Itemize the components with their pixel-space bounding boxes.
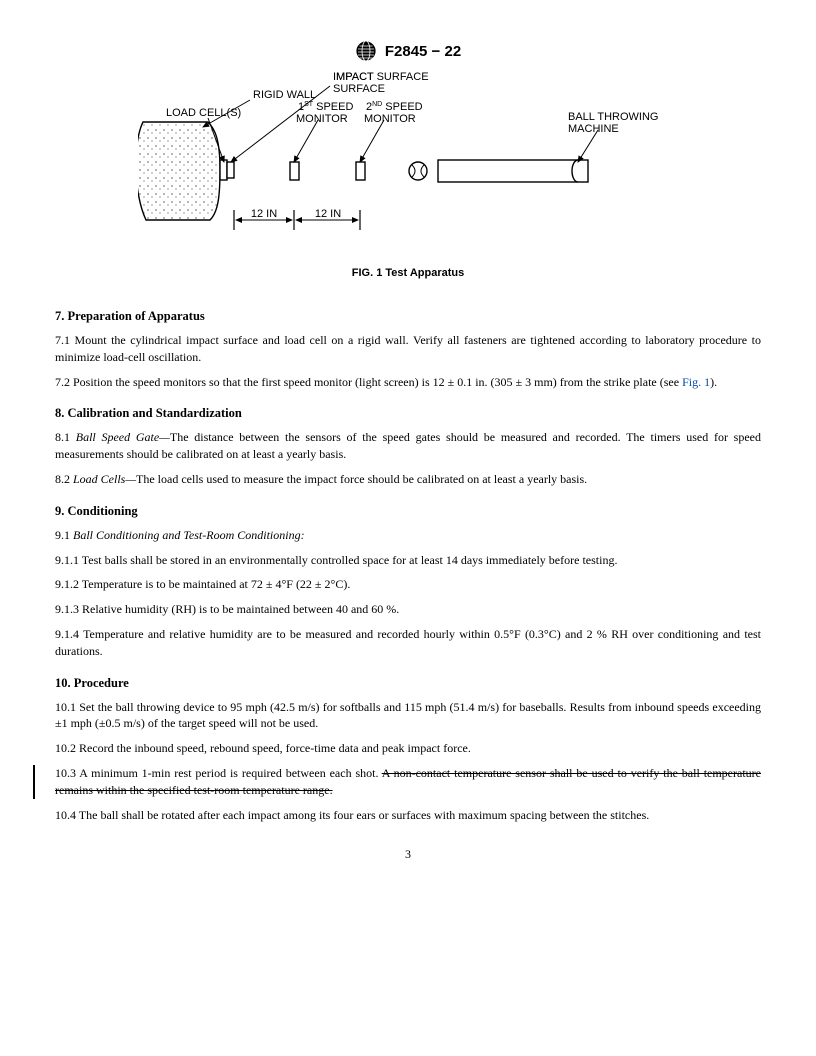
svg-text:SURFACE: SURFACE	[333, 83, 385, 95]
para-10-2: 10.2 Record the inbound speed, rebound s…	[55, 740, 761, 757]
para-10-3: 10.3 A minimum 1-min rest period is requ…	[55, 765, 761, 799]
astm-logo-icon	[355, 40, 377, 62]
page-header: F2845 − 22	[55, 40, 761, 62]
para-8-1: 8.1 Ball Speed Gate—The distance between…	[55, 429, 761, 463]
para-9-1: 9.1 Ball Conditioning and Test-Room Cond…	[55, 527, 761, 544]
test-apparatus-svg: 12 IN 12 IN RIGID WALL LOAD CELL(S) IMPA…	[138, 72, 678, 257]
para-9-1-3: 9.1.3 Relative humidity (RH) is to be ma…	[55, 601, 761, 618]
figure-caption: FIG. 1 Test Apparatus	[55, 267, 761, 279]
svg-text:MACHINE: MACHINE	[568, 123, 619, 135]
dim-12-a: 12 IN	[251, 208, 277, 220]
figure-1: 12 IN 12 IN RIGID WALL LOAD CELL(S) IMPA…	[55, 72, 761, 279]
heading-8: 8. Calibration and Standardization	[55, 406, 761, 421]
para-9-1-1: 9.1.1 Test balls shall be stored in an e…	[55, 552, 761, 569]
page-number: 3	[55, 847, 761, 862]
svg-text:MONITOR: MONITOR	[364, 113, 416, 125]
svg-text:2ND SPEED: 2ND SPEED	[366, 101, 423, 113]
svg-text:1ST SPEED: 1ST SPEED	[298, 101, 353, 113]
heading-10: 10. Procedure	[55, 676, 761, 691]
svg-text:IMPACT: IMPACT	[333, 72, 374, 83]
para-7-2: 7.2 Position the speed monitors so that …	[55, 374, 761, 391]
svg-text:MONITOR: MONITOR	[296, 113, 348, 125]
para-9-1-2: 9.1.2 Temperature is to be maintained at…	[55, 576, 761, 593]
label-rigid-wall: RIGID WALL	[253, 89, 316, 101]
para-10-4: 10.4 The ball shall be rotated after eac…	[55, 807, 761, 824]
para-9-1-4: 9.1.4 Temperature and relative humidity …	[55, 626, 761, 660]
heading-9: 9. Conditioning	[55, 504, 761, 519]
dim-12-b: 12 IN	[315, 208, 341, 220]
heading-7: 7. Preparation of Apparatus	[55, 309, 761, 324]
para-7-1: 7.1 Mount the cylindrical impact surface…	[55, 332, 761, 366]
designation-text: F2845 − 22	[385, 43, 461, 60]
label-load-cell: LOAD CELL(S)	[166, 107, 241, 119]
para-8-2: 8.2 Load Cells—The load cells used to me…	[55, 471, 761, 488]
para-10-1: 10.1 Set the ball throwing device to 95 …	[55, 699, 761, 733]
svg-text:BALL THROWING: BALL THROWING	[568, 111, 658, 123]
fig-1-link[interactable]: Fig. 1	[682, 375, 710, 389]
